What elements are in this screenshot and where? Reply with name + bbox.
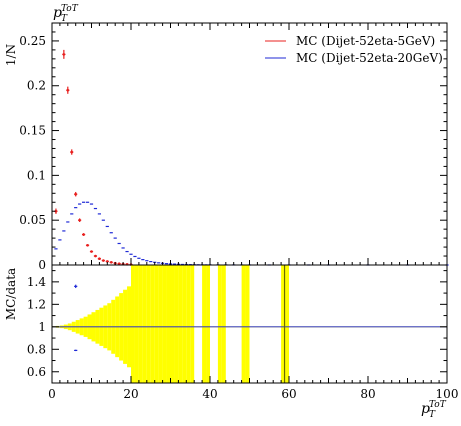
- uncertainty-band: [206, 265, 210, 383]
- y-tick-label: 0.2: [27, 79, 46, 93]
- ratio-y-tick-label: 1.4: [27, 275, 46, 289]
- x-tick-label: 100: [436, 387, 459, 401]
- top-title-sub: T: [61, 14, 68, 24]
- uncertainty-band: [217, 265, 222, 383]
- ratio-y-axis-label: MC/data: [4, 268, 18, 320]
- data-marker-red: [82, 233, 85, 236]
- legend-label-red: MC (Dijet-52eta-5GeV): [296, 34, 435, 48]
- uncertainty-band: [134, 265, 139, 383]
- y-tick-label: 0: [38, 258, 46, 272]
- data-marker-red: [102, 259, 105, 262]
- data-marker-red: [117, 262, 121, 265]
- ratio-y-tick-label: 0.8: [27, 342, 46, 356]
- uncertainty-band: [146, 265, 151, 383]
- uncertainty-band: [174, 265, 179, 383]
- data-marker-red: [66, 88, 70, 92]
- data-marker-red: [78, 218, 81, 222]
- uncertainty-band: [186, 265, 191, 383]
- uncertainty-band: [162, 265, 167, 383]
- data-marker-red: [54, 209, 58, 213]
- uncertainty-band: [138, 265, 143, 383]
- main-y-axis-label: 1/N: [4, 44, 18, 66]
- ratio-y-tick-label: 1: [38, 320, 46, 334]
- data-marker-red: [86, 243, 89, 247]
- data-marker-red: [90, 250, 93, 253]
- ratio-y-tick-label: 1.2: [27, 297, 46, 311]
- data-marker-red: [109, 261, 113, 264]
- data-marker-red: [70, 150, 74, 154]
- legend: MC (Dijet-52eta-5GeV) MC (Dijet-52eta-20…: [265, 34, 443, 65]
- uncertainty-band: [281, 265, 286, 383]
- uncertainty-band: [178, 265, 183, 383]
- legend-label-blue: MC (Dijet-52eta-20GeV): [296, 51, 443, 65]
- x-axis-label-sup: ToT: [429, 400, 447, 410]
- uncertainty-band: [245, 265, 250, 383]
- uncertainty-band: [150, 265, 155, 383]
- data-marker-red: [94, 254, 97, 258]
- uncertainty-band: [202, 265, 207, 383]
- ratio-y-tick-label: 0.6: [27, 365, 46, 379]
- uncertainty-band: [221, 265, 226, 383]
- uncertainty-band: [154, 265, 159, 383]
- x-tick-label: 80: [360, 387, 375, 401]
- data-marker-red: [74, 192, 77, 196]
- uncertainty-band: [285, 265, 289, 383]
- x-axis-label-p: p: [421, 401, 430, 417]
- uncertainty-band: [182, 265, 187, 383]
- y-tick-label: 0.25: [19, 34, 46, 48]
- x-tick-label: 60: [281, 387, 296, 401]
- y-tick-label: 0.1: [27, 168, 46, 182]
- x-tick-label: 0: [48, 387, 56, 401]
- x-axis-label-sub: T: [429, 410, 436, 420]
- uncertainty-band: [131, 265, 135, 383]
- uncertainty-band: [170, 265, 175, 383]
- data-marker-red: [62, 53, 66, 56]
- uncertainty-band: [190, 265, 195, 383]
- x-tick-label: 20: [123, 387, 138, 401]
- top-title-p: p: [53, 5, 62, 21]
- data-marker-red: [98, 257, 101, 261]
- uncertainty-band: [241, 265, 246, 383]
- data-marker-red: [106, 260, 109, 263]
- x-tick-label: 40: [202, 387, 217, 401]
- uncertainty-band: [166, 265, 171, 383]
- y-tick-label: 0.05: [19, 213, 46, 227]
- uncertainty-band: [142, 265, 147, 383]
- y-tick-label: 0.15: [19, 124, 46, 138]
- top-title-sup: ToT: [61, 4, 79, 14]
- uncertainty-band: [158, 265, 163, 383]
